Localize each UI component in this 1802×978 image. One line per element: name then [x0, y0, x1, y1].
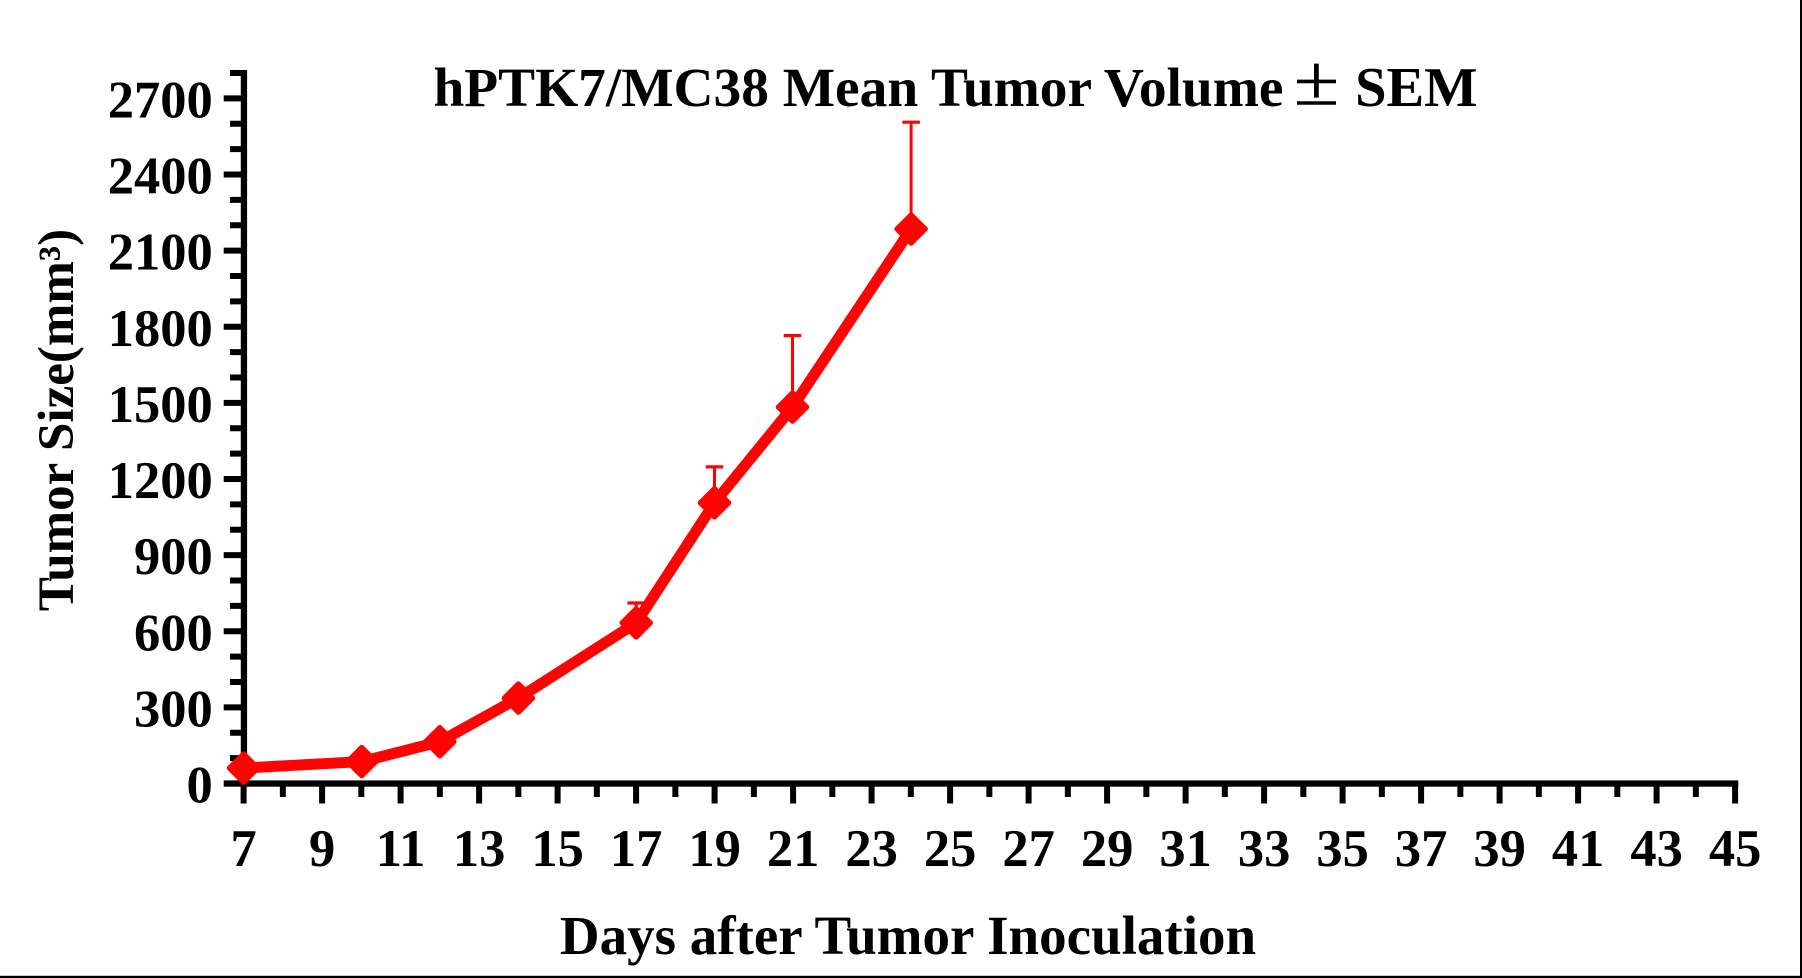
svg-text:37: 37 [1395, 820, 1448, 878]
svg-text:900: 900 [134, 528, 213, 586]
svg-text:21: 21 [767, 820, 820, 878]
svg-text:Tumor Size(mm³): Tumor Size(mm³) [29, 229, 85, 611]
svg-text:15: 15 [531, 820, 584, 878]
svg-text:13: 13 [453, 820, 506, 878]
svg-text:39: 39 [1473, 820, 1526, 878]
svg-text:31: 31 [1159, 820, 1212, 878]
svg-text:1500: 1500 [108, 376, 213, 434]
svg-text:11: 11 [376, 820, 426, 878]
svg-text:25: 25 [924, 820, 977, 878]
svg-text:Days after Tumor Inoculation: Days after Tumor Inoculation [560, 905, 1256, 966]
svg-text:SEM: SEM [1355, 57, 1477, 119]
svg-text:2100: 2100 [108, 224, 213, 282]
svg-text:600: 600 [134, 604, 213, 662]
svg-text:19: 19 [688, 820, 741, 878]
svg-text:33: 33 [1238, 820, 1291, 878]
svg-text:35: 35 [1316, 820, 1369, 878]
svg-text:1800: 1800 [108, 300, 213, 358]
svg-text:0: 0 [187, 757, 213, 815]
svg-text:29: 29 [1081, 820, 1134, 878]
svg-text:7: 7 [230, 820, 256, 878]
svg-text:27: 27 [1002, 820, 1055, 878]
svg-text:43: 43 [1630, 820, 1683, 878]
svg-text:9: 9 [309, 820, 335, 878]
svg-text:2400: 2400 [108, 148, 213, 206]
svg-text:1200: 1200 [108, 452, 213, 510]
svg-text:17: 17 [610, 820, 663, 878]
svg-text:41: 41 [1552, 820, 1605, 878]
svg-text:45: 45 [1709, 820, 1762, 878]
svg-text:23: 23 [845, 820, 898, 878]
svg-text:300: 300 [134, 680, 213, 738]
svg-text:hPTK7/MC38 Mean Tumor Volume: hPTK7/MC38 Mean Tumor Volume [434, 57, 1284, 118]
svg-text:2700: 2700 [108, 71, 213, 129]
